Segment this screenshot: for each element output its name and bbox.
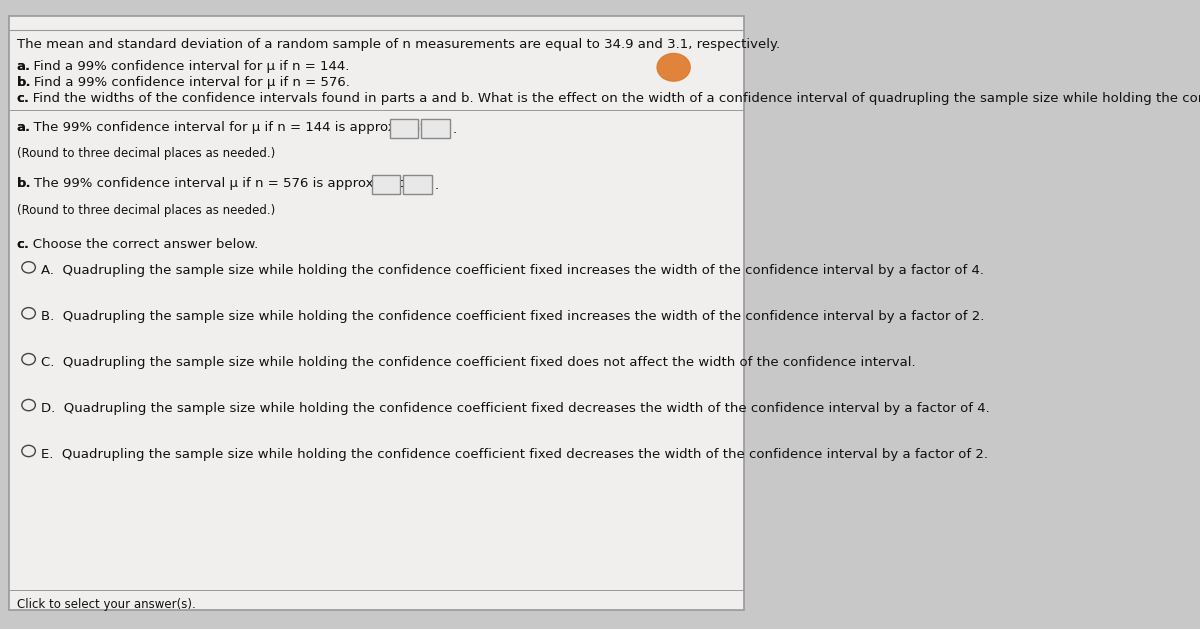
FancyBboxPatch shape	[421, 119, 450, 138]
Text: E.  Quadrupling the sample size while holding the confidence coefficient fixed d: E. Quadrupling the sample size while hol…	[41, 448, 989, 461]
Text: c. Choose the correct answer below.: c. Choose the correct answer below.	[17, 238, 258, 251]
Text: Click to select your answer(s).: Click to select your answer(s).	[17, 598, 196, 611]
FancyBboxPatch shape	[390, 119, 419, 138]
Text: .: .	[452, 123, 456, 136]
Text: B.  Quadrupling the sample size while holding the confidence coefficient fixed i: B. Quadrupling the sample size while hol…	[41, 310, 985, 323]
Text: a.: a.	[17, 121, 31, 134]
FancyBboxPatch shape	[403, 175, 432, 194]
FancyBboxPatch shape	[372, 175, 401, 194]
Text: .: .	[434, 179, 438, 192]
Text: c. Find the widths of the confidence intervals found in parts a and b. What is t: c. Find the widths of the confidence int…	[17, 92, 1200, 105]
Text: C.  Quadrupling the sample size while holding the confidence coefficient fixed d: C. Quadrupling the sample size while hol…	[41, 356, 916, 369]
Text: (Round to three decimal places as needed.): (Round to three decimal places as needed…	[17, 204, 275, 217]
Text: a. The 99% confidence interval for μ if n = 144 is approximately: a. The 99% confidence interval for μ if …	[17, 121, 445, 134]
Text: a.: a.	[17, 60, 31, 74]
Text: The mean and standard deviation of a random sample of n measurements are equal t: The mean and standard deviation of a ran…	[17, 38, 780, 51]
Text: A.  Quadrupling the sample size while holding the confidence coefficient fixed i: A. Quadrupling the sample size while hol…	[41, 264, 984, 277]
Circle shape	[658, 53, 690, 81]
FancyBboxPatch shape	[10, 16, 744, 610]
Text: b. Find a 99% confidence interval for μ if n = 576.: b. Find a 99% confidence interval for μ …	[17, 76, 349, 89]
Text: a. Find a 99% confidence interval for μ if n = 144.: a. Find a 99% confidence interval for μ …	[17, 60, 349, 74]
Text: c.: c.	[17, 238, 30, 251]
Text: b.: b.	[17, 177, 31, 191]
Text: c.: c.	[17, 92, 30, 105]
Text: D.  Quadrupling the sample size while holding the confidence coefficient fixed d: D. Quadrupling the sample size while hol…	[41, 402, 990, 415]
Text: (Round to three decimal places as needed.): (Round to three decimal places as needed…	[17, 147, 275, 160]
Text: b.: b.	[17, 76, 31, 89]
Text: b. The 99% confidence interval μ if n = 576 is approximately: b. The 99% confidence interval μ if n = …	[17, 177, 422, 191]
